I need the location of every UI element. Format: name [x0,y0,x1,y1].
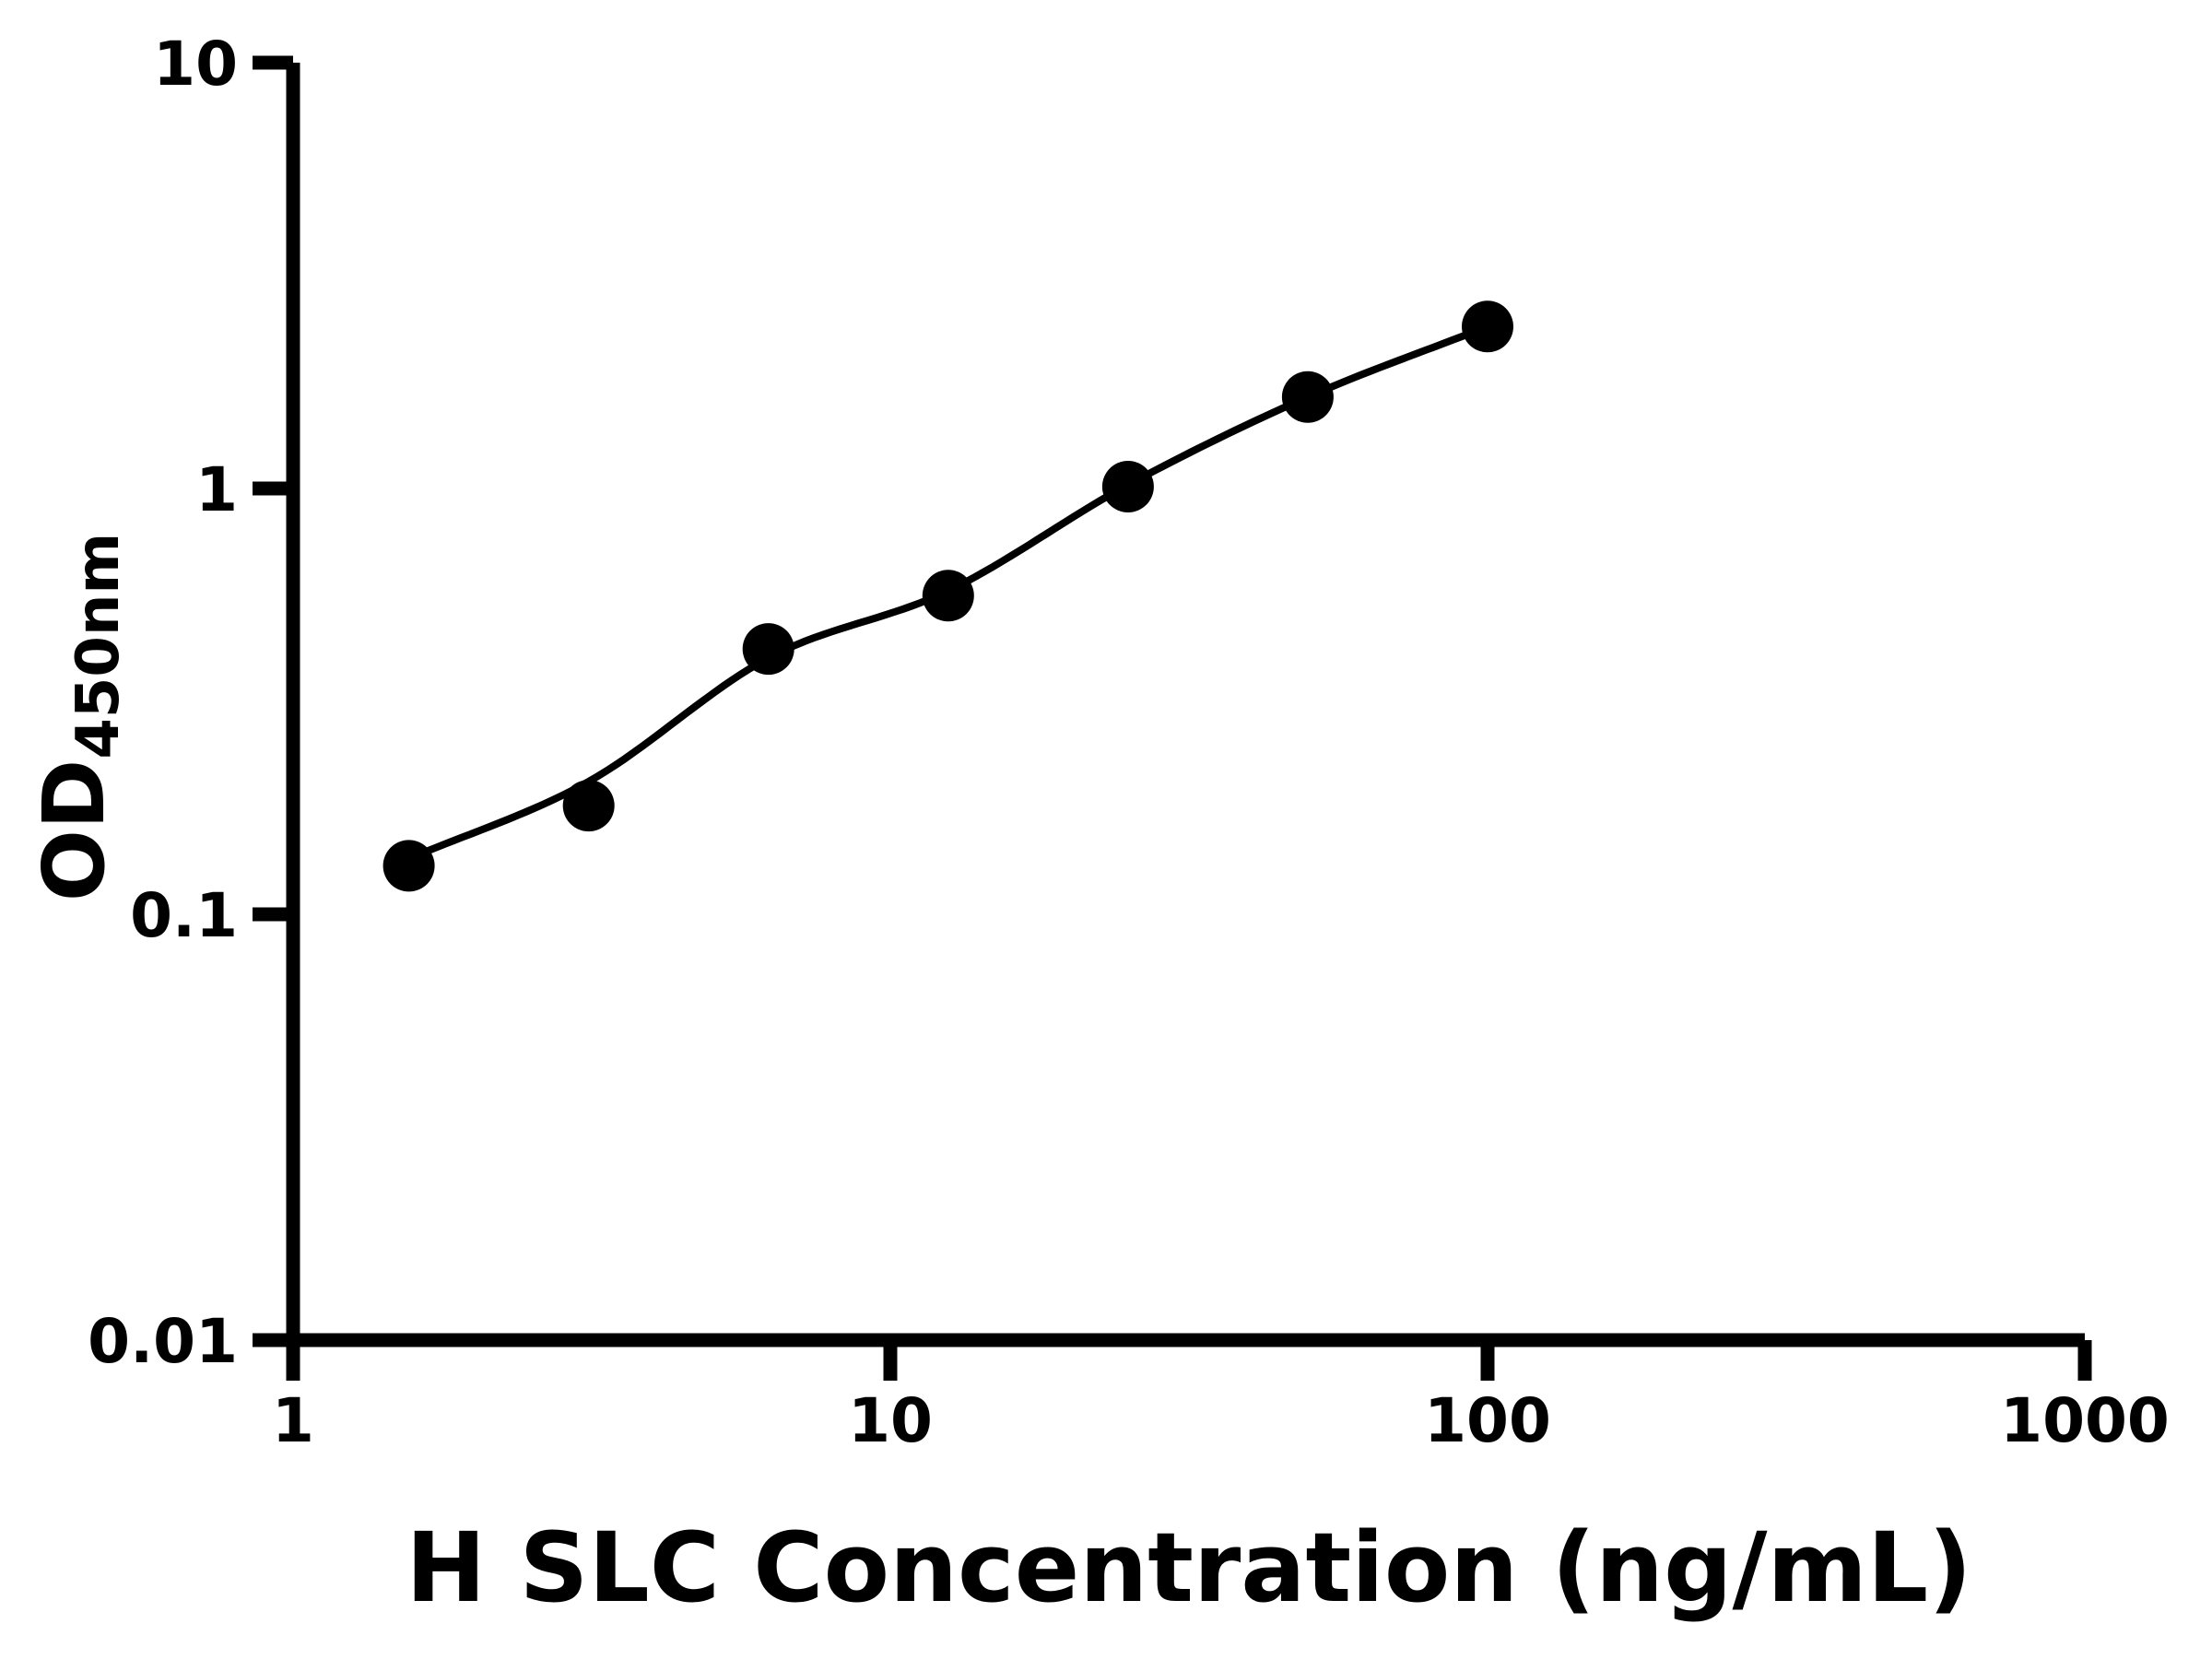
x-tick-label: 1000 [2000,1385,2170,1456]
y-tick-label: 10 [153,29,238,100]
tick-labels: 1 10 100 1000 0.01 0.1 1 10 [88,29,2170,1456]
x-tick-label: 100 [1424,1385,1551,1456]
data-points [382,300,1513,892]
axes [286,63,2085,1347]
x-tick-label: 10 [848,1385,933,1456]
tick-marks [253,55,2092,1381]
data-point [562,780,615,832]
data-point [1101,461,1154,512]
y-tick-label: 0.01 [88,1306,238,1377]
data-point [382,840,435,892]
y-axis-title-main: OD [25,759,124,902]
y-tick-label: 0.1 [130,880,238,951]
data-point [742,623,794,676]
x-tick-label: 1 [272,1385,314,1456]
y-axis-title-subscript: 450nm [65,533,133,759]
y-tick-label: 1 [195,454,238,525]
x-axis-title: H SLC Concentration (ng/mL) [406,1512,1971,1624]
data-point [1462,300,1513,353]
data-point [922,570,974,622]
y-axis-title: OD450nm [25,533,133,901]
data-point [1281,371,1334,423]
